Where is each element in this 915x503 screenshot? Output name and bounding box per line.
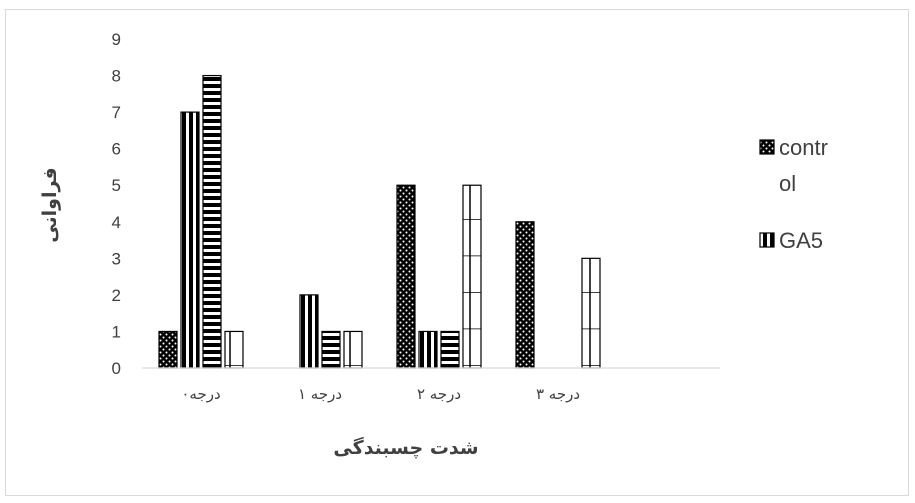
bar-series-2-1 [180, 111, 200, 369]
y-tick-label: 0 [112, 359, 121, 378]
chart-frame [5, 9, 909, 496]
legend-swatch-1 [759, 139, 775, 155]
y-tick-label: 7 [112, 103, 121, 122]
bar-series-4-1 [224, 330, 244, 369]
x-tick-label: درجه ۱ [298, 385, 342, 403]
legend-label: GA5 [779, 228, 823, 253]
bar-series-4-3 [462, 184, 482, 369]
y-tick-label: 9 [112, 30, 121, 49]
bar-series-2-2 [299, 294, 319, 369]
bar-series-1-1 [158, 330, 178, 369]
bar-series-3-2 [321, 330, 341, 369]
x-axis-title: شدت چسبندگی [333, 436, 478, 459]
legend: contr ol GA5 [759, 135, 828, 253]
bar-series-3-1 [202, 74, 222, 369]
y-tick-label: 2 [112, 286, 121, 305]
x-axis: درجه۰ درجه ۱ درجه ۲ درجه ۳ [142, 367, 720, 403]
legend-swatch-2 [759, 232, 775, 248]
bar-series-1-3 [396, 184, 416, 369]
y-tick-label: 8 [112, 67, 121, 86]
y-tick-label: 1 [112, 322, 121, 341]
x-tick-label: درجه۰ [181, 385, 220, 403]
bar-series-4-2 [343, 330, 363, 369]
y-tick-label: 4 [112, 213, 121, 232]
legend-label: ol [779, 171, 796, 196]
legend-label: contr [779, 135, 828, 160]
bar-series-1-4 [515, 221, 535, 369]
bar-series-2-3 [418, 330, 438, 369]
bar-series-4-4 [581, 257, 601, 369]
bar-series-3-3 [440, 330, 460, 369]
bars [158, 74, 601, 369]
y-axis: 0 1 2 3 4 5 6 7 8 9 [112, 30, 121, 378]
x-tick-label: درجه ۳ [536, 385, 580, 403]
y-axis-title: فراوانی [39, 167, 61, 242]
y-tick-label: 6 [112, 140, 121, 159]
y-tick-label: 5 [112, 176, 121, 195]
y-tick-label: 3 [112, 249, 121, 268]
x-tick-label: درجه ۲ [417, 385, 461, 403]
